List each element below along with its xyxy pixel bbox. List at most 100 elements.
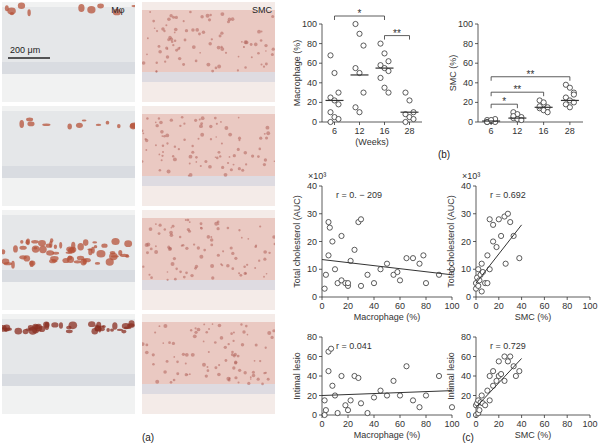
page: {"figure": {"panel_labels": ["(a)", "(b)… bbox=[0, 0, 600, 446]
stain-dot bbox=[211, 276, 214, 279]
y-tick-label: 30 bbox=[307, 209, 317, 219]
stain-dot bbox=[215, 67, 218, 70]
y-tick bbox=[473, 213, 476, 214]
scale-bar-label: 200 μm bbox=[10, 45, 40, 55]
data-point bbox=[517, 369, 522, 374]
stain-dot bbox=[254, 43, 258, 47]
data-point bbox=[345, 408, 350, 413]
stain-dot bbox=[168, 341, 171, 344]
y-tick-label: 30 bbox=[461, 209, 471, 219]
stain-dot bbox=[218, 151, 221, 154]
median-line bbox=[376, 67, 394, 68]
stain-spot bbox=[130, 123, 135, 129]
stain-dot bbox=[191, 353, 195, 357]
stain-dot bbox=[265, 63, 268, 66]
stain-dot bbox=[210, 264, 214, 268]
stain-dot bbox=[243, 46, 245, 48]
x-tick bbox=[400, 297, 401, 300]
stain-dot bbox=[216, 157, 219, 160]
stain-dot bbox=[175, 268, 178, 271]
x-label: SMC (%) bbox=[515, 430, 552, 440]
y-tick bbox=[319, 82, 322, 83]
stain-dot bbox=[156, 70, 158, 72]
x-tick bbox=[476, 297, 477, 300]
stain-spot bbox=[91, 247, 95, 254]
stain-dot bbox=[188, 175, 190, 177]
x-tick bbox=[590, 415, 591, 418]
stain-dot bbox=[214, 117, 217, 120]
stain-dot bbox=[158, 117, 160, 119]
stain-dot bbox=[183, 20, 185, 22]
stain-dot bbox=[210, 238, 213, 241]
x-tick-label: 40 bbox=[369, 301, 379, 311]
stain-dot bbox=[185, 373, 188, 376]
stain-dot bbox=[205, 374, 208, 377]
data-point bbox=[336, 102, 341, 107]
micrograph-bg bbox=[142, 210, 275, 310]
stain-spot bbox=[46, 250, 54, 255]
stain-dot bbox=[159, 169, 162, 172]
data-point bbox=[371, 281, 376, 286]
stain-dot bbox=[146, 243, 150, 247]
data-point bbox=[339, 233, 344, 238]
stain-dot bbox=[178, 148, 180, 150]
stain-dot bbox=[245, 325, 248, 328]
y-tick bbox=[319, 213, 322, 214]
x-tick-label: 20 bbox=[343, 419, 353, 429]
stain-dot bbox=[227, 227, 230, 230]
stain-dot bbox=[208, 18, 211, 21]
data-point bbox=[335, 410, 340, 415]
stain-dot bbox=[198, 138, 200, 140]
stain-spot bbox=[117, 329, 123, 331]
stain-spot bbox=[94, 245, 97, 248]
data-point bbox=[386, 90, 391, 95]
stain-dot bbox=[243, 266, 246, 269]
stain-dot bbox=[161, 159, 163, 161]
stain-dot bbox=[195, 60, 198, 63]
significance-label: ** bbox=[513, 84, 521, 95]
y-tick bbox=[475, 43, 478, 44]
data-point bbox=[541, 100, 546, 105]
stain-dot bbox=[267, 331, 271, 335]
stain-dot bbox=[234, 257, 237, 260]
stain-dot bbox=[200, 15, 203, 18]
stain-dot bbox=[171, 40, 174, 43]
stain-dot bbox=[155, 245, 157, 247]
data-point bbox=[537, 104, 542, 109]
stain-dot bbox=[260, 39, 263, 42]
stain-dot bbox=[193, 243, 195, 245]
stain-dot bbox=[271, 53, 274, 56]
data-point bbox=[508, 354, 513, 359]
stain-spot bbox=[106, 328, 110, 332]
stain-spot bbox=[15, 328, 23, 335]
y-tick-label: 40 bbox=[461, 181, 471, 191]
x-tick-label: 80 bbox=[421, 301, 431, 311]
y-tick-label: 20 bbox=[463, 97, 473, 107]
stain-dot bbox=[263, 276, 265, 278]
x-tick bbox=[452, 297, 453, 300]
data-point bbox=[505, 359, 510, 364]
panel-label: (a) bbox=[142, 432, 154, 443]
stain-dot bbox=[232, 340, 234, 342]
stain-dot bbox=[199, 118, 201, 120]
stain-dot bbox=[251, 154, 254, 157]
stain-dot bbox=[167, 271, 169, 273]
data-point bbox=[410, 256, 415, 261]
tissue-band bbox=[2, 111, 135, 166]
stain-dot bbox=[163, 135, 165, 137]
stain-spot bbox=[67, 123, 71, 129]
data-point bbox=[386, 59, 391, 64]
stain-dot bbox=[178, 57, 181, 60]
stain-dot bbox=[201, 116, 205, 120]
stain-dot bbox=[238, 272, 240, 274]
stain-dot bbox=[266, 131, 270, 135]
y-tick bbox=[319, 269, 322, 270]
stain-dot bbox=[179, 271, 182, 274]
data-point bbox=[323, 272, 328, 277]
stain-dot bbox=[203, 249, 206, 252]
stain-dot bbox=[175, 49, 178, 52]
stain-dot bbox=[175, 16, 178, 19]
data-point bbox=[353, 21, 358, 26]
data-point bbox=[378, 75, 383, 80]
stain-dot bbox=[189, 11, 192, 14]
